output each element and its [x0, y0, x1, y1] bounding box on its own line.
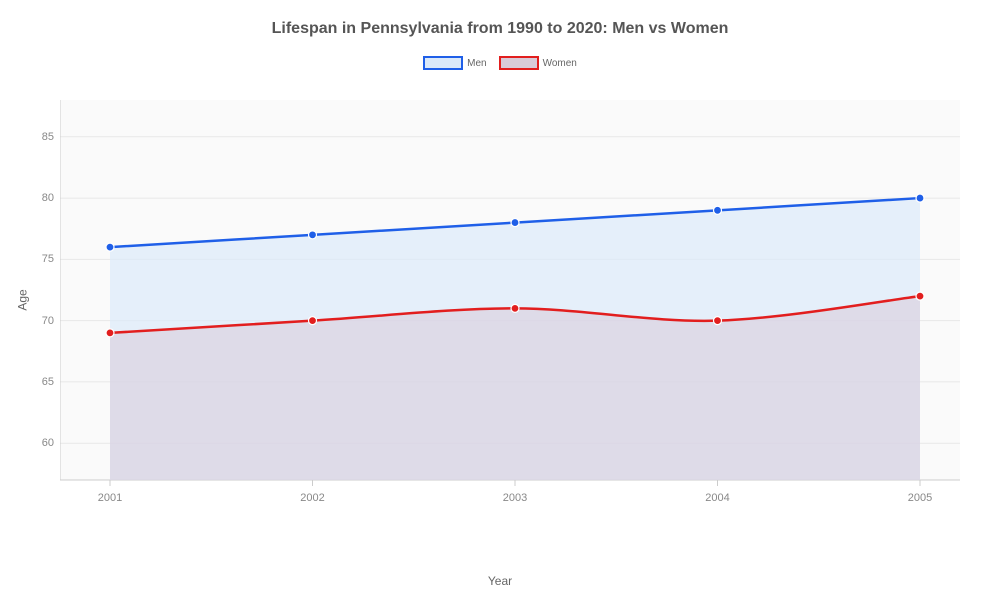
y-tick-label: 75: [24, 253, 54, 265]
legend-swatch-men: [423, 56, 463, 70]
y-tick-label: 65: [24, 376, 54, 388]
y-tick-label: 70: [24, 315, 54, 327]
y-tick-label: 60: [24, 437, 54, 449]
legend-label-women: Women: [543, 58, 577, 69]
chart-svg: [60, 100, 960, 520]
x-tick-label: 2005: [890, 492, 950, 504]
legend-item-women: Women: [499, 56, 577, 70]
y-axis-label: Age: [16, 289, 30, 310]
x-tick-label: 2004: [688, 492, 748, 504]
plot-area: 60657075808520012002200320042005: [60, 100, 960, 520]
legend-item-men: Men: [423, 56, 486, 70]
y-tick-label: 80: [24, 192, 54, 204]
x-axis-label: Year: [488, 574, 512, 588]
y-tick-label: 85: [24, 131, 54, 143]
legend: Men Women: [0, 56, 1000, 70]
chart-container: Lifespan in Pennsylvania from 1990 to 20…: [0, 0, 1000, 600]
x-tick-label: 2001: [80, 492, 140, 504]
chart-title: Lifespan in Pennsylvania from 1990 to 20…: [0, 0, 1000, 38]
legend-label-men: Men: [467, 58, 486, 69]
x-tick-label: 2003: [485, 492, 545, 504]
legend-swatch-women: [499, 56, 539, 70]
x-tick-label: 2002: [283, 492, 343, 504]
